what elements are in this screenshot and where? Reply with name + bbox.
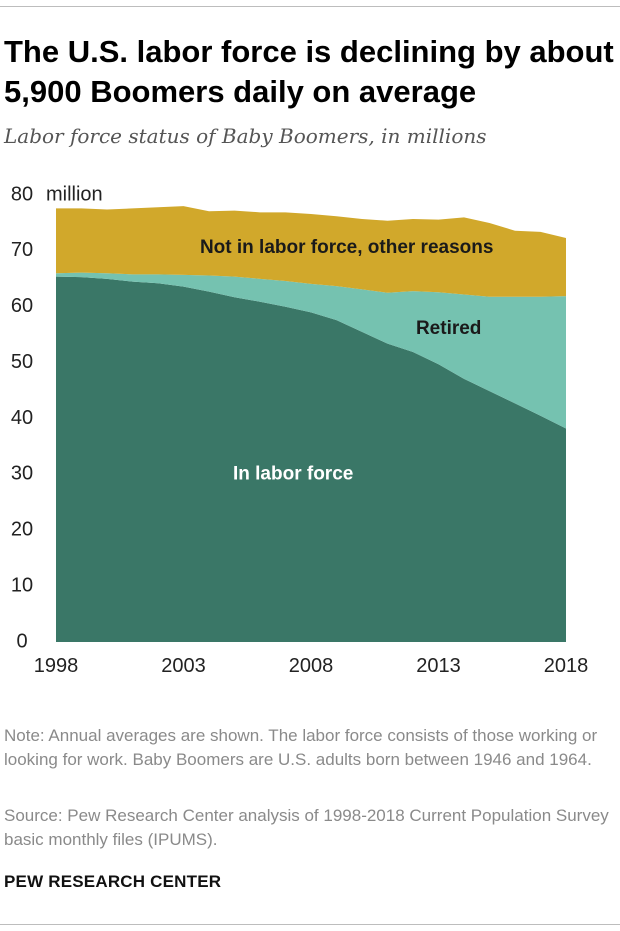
y-unit-label: million <box>46 183 103 205</box>
chart-subtitle: Labor force status of Baby Boomers, in m… <box>4 124 487 148</box>
y-tick-label: 80 <box>11 183 33 205</box>
series-label-0: In labor force <box>233 463 353 484</box>
y-tick-label: 70 <box>11 239 33 261</box>
area-series-0 <box>56 276 566 642</box>
stacked-area-chart: 0 10 20 30 40 50 60 70 80 In labor force Retired N… <box>11 183 589 677</box>
chart-note: Note: Annual averages are shown. The lab… <box>4 726 598 769</box>
chart-title: The U.S. labor force is declining by abo… <box>4 34 614 109</box>
x-tick-label: 2008 <box>289 655 334 677</box>
series-label-1: Retired <box>416 318 481 339</box>
y-tick-label: 50 <box>11 351 33 373</box>
y-axis: 0 10 20 30 40 50 60 70 80 <box>11 183 33 652</box>
y-tick-label: 20 <box>11 519 33 541</box>
chart-areas <box>56 206 566 642</box>
y-tick-label: 60 <box>11 295 33 317</box>
y-tick-label: 30 <box>11 463 33 485</box>
y-tick-label: 40 <box>11 407 33 429</box>
y-tick-label: 10 <box>11 574 33 596</box>
chart-source: Source: Pew Research Center analysis of … <box>4 806 609 849</box>
x-axis: 1998 2003 2008 2013 2018 <box>34 655 589 677</box>
area-series-1 <box>56 272 566 429</box>
area-series-2 <box>56 206 566 297</box>
x-tick-label: 2013 <box>416 655 461 677</box>
x-tick-label: 2018 <box>544 655 589 677</box>
series-label-2: Not in labor force, other reasons <box>200 237 494 258</box>
series-labels: In labor force Retired Not in labor force,… <box>200 237 494 484</box>
brand-wordmark: PEW RESEARCH CENTER <box>4 872 222 891</box>
x-tick-label: 2003 <box>161 655 206 677</box>
x-tick-label: 1998 <box>34 655 79 677</box>
top-rule <box>0 6 620 7</box>
y-tick-label: 0 <box>16 630 27 652</box>
bottom-rule <box>0 924 620 925</box>
